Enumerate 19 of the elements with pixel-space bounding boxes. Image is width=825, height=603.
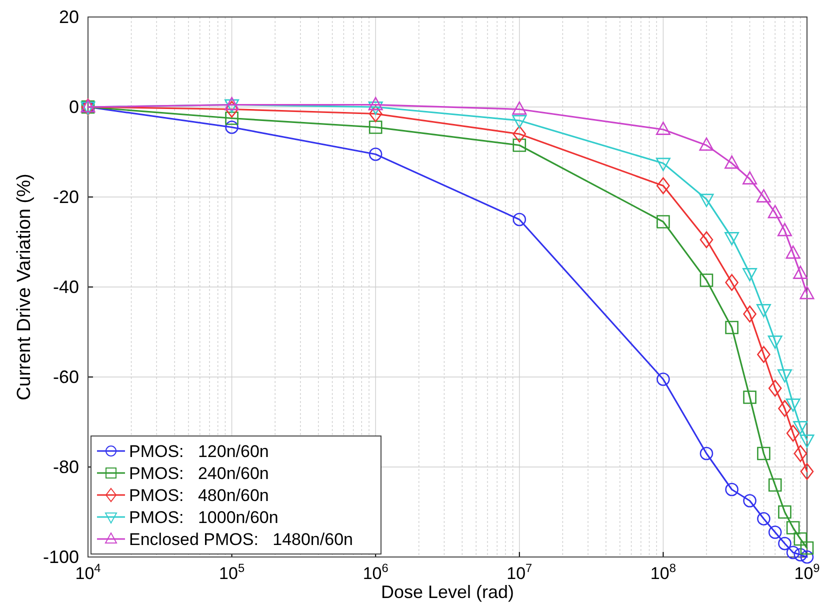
y-tick-label: -80 [52,456,79,477]
legend-label: PMOS: 480n/60n [129,486,269,505]
legend-label: Enclosed PMOS: 1480n/60n [129,530,353,549]
x-tick-label: 10$^{6}$ [362,561,389,583]
x-tick-label: 10$^{5}$ [219,561,245,583]
x-tick-label: 10$^{7}$ [506,561,533,583]
y-tick-label: -40 [52,276,79,297]
legend-label: PMOS: 240n/60n [129,464,269,483]
y-tick-label: 0 [68,96,79,117]
x-tick-label: 10$^{9}$ [794,561,820,583]
x-axis-title: Dose Level (rad) [380,582,514,602]
x-tick-label: 10$^{8}$ [650,561,676,583]
y-tick-label: -60 [52,366,79,387]
legend-label: PMOS: 120n/60n [129,442,269,461]
y-tick-label: -20 [52,186,79,207]
legend-label: PMOS: 1000n/60n [129,508,278,527]
y-tick-label: -100 [42,546,79,567]
y-tick-label: 20 [58,6,79,27]
y-axis-title: Current Drive Variation (%) [14,174,35,400]
